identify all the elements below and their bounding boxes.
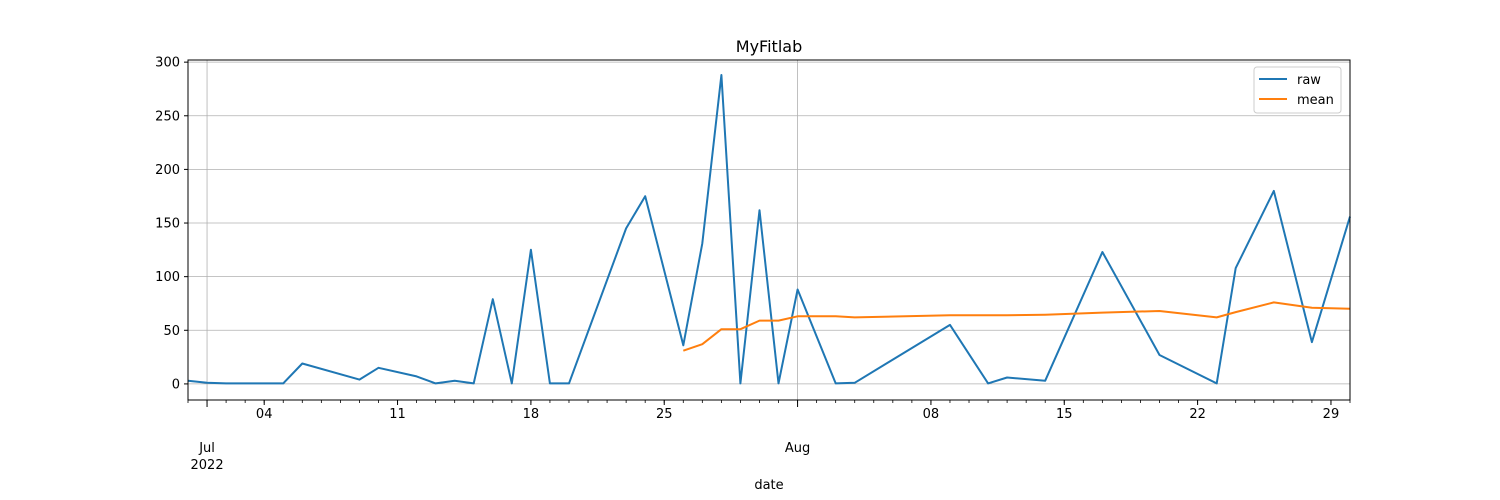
x-major-tick-label: Aug — [785, 441, 810, 456]
y-tick-label: 200 — [155, 163, 180, 178]
y-tick-label: 100 — [155, 270, 180, 285]
x-minor-tick-label: 11 — [389, 407, 406, 422]
x-minor-tick-label: 04 — [256, 407, 273, 422]
y-tick-label: 0 — [172, 377, 180, 392]
chart-title: MyFitlab — [736, 37, 802, 56]
plot-frame — [187, 59, 1351, 401]
y-tick-label: 250 — [155, 109, 180, 124]
x-minor-tick-label: 29 — [1323, 407, 1340, 422]
x-major-tick-label: Jul — [198, 441, 215, 456]
y-tick-label: 50 — [163, 324, 180, 339]
x-minor-tick-label: 18 — [523, 407, 540, 422]
legend: raw mean — [1253, 66, 1342, 114]
series-line-mean — [682, 301, 1351, 352]
legend-label-mean: mean — [1297, 93, 1334, 108]
x-minor-tick-label: 25 — [656, 407, 673, 422]
x-minor-tick-label: 22 — [1189, 407, 1206, 422]
series-layer — [187, 74, 1351, 385]
legend-label-raw: raw — [1297, 73, 1321, 88]
x-major-tick-sublabel: 2022 — [191, 458, 224, 473]
y-tick-label: 150 — [155, 217, 180, 232]
x-minor-tick-label: 08 — [923, 407, 940, 422]
grid-layer — [188, 60, 1350, 400]
x-axis-label: date — [754, 478, 783, 493]
tick-layer: 0 50 100 150 200 250 300 04 11 18 25 08 15 22 29 Jul 202… — [155, 56, 1351, 473]
series-line-raw — [187, 74, 1351, 385]
y-tick-label: 300 — [155, 56, 180, 71]
x-minor-tick-label: 15 — [1056, 407, 1073, 422]
